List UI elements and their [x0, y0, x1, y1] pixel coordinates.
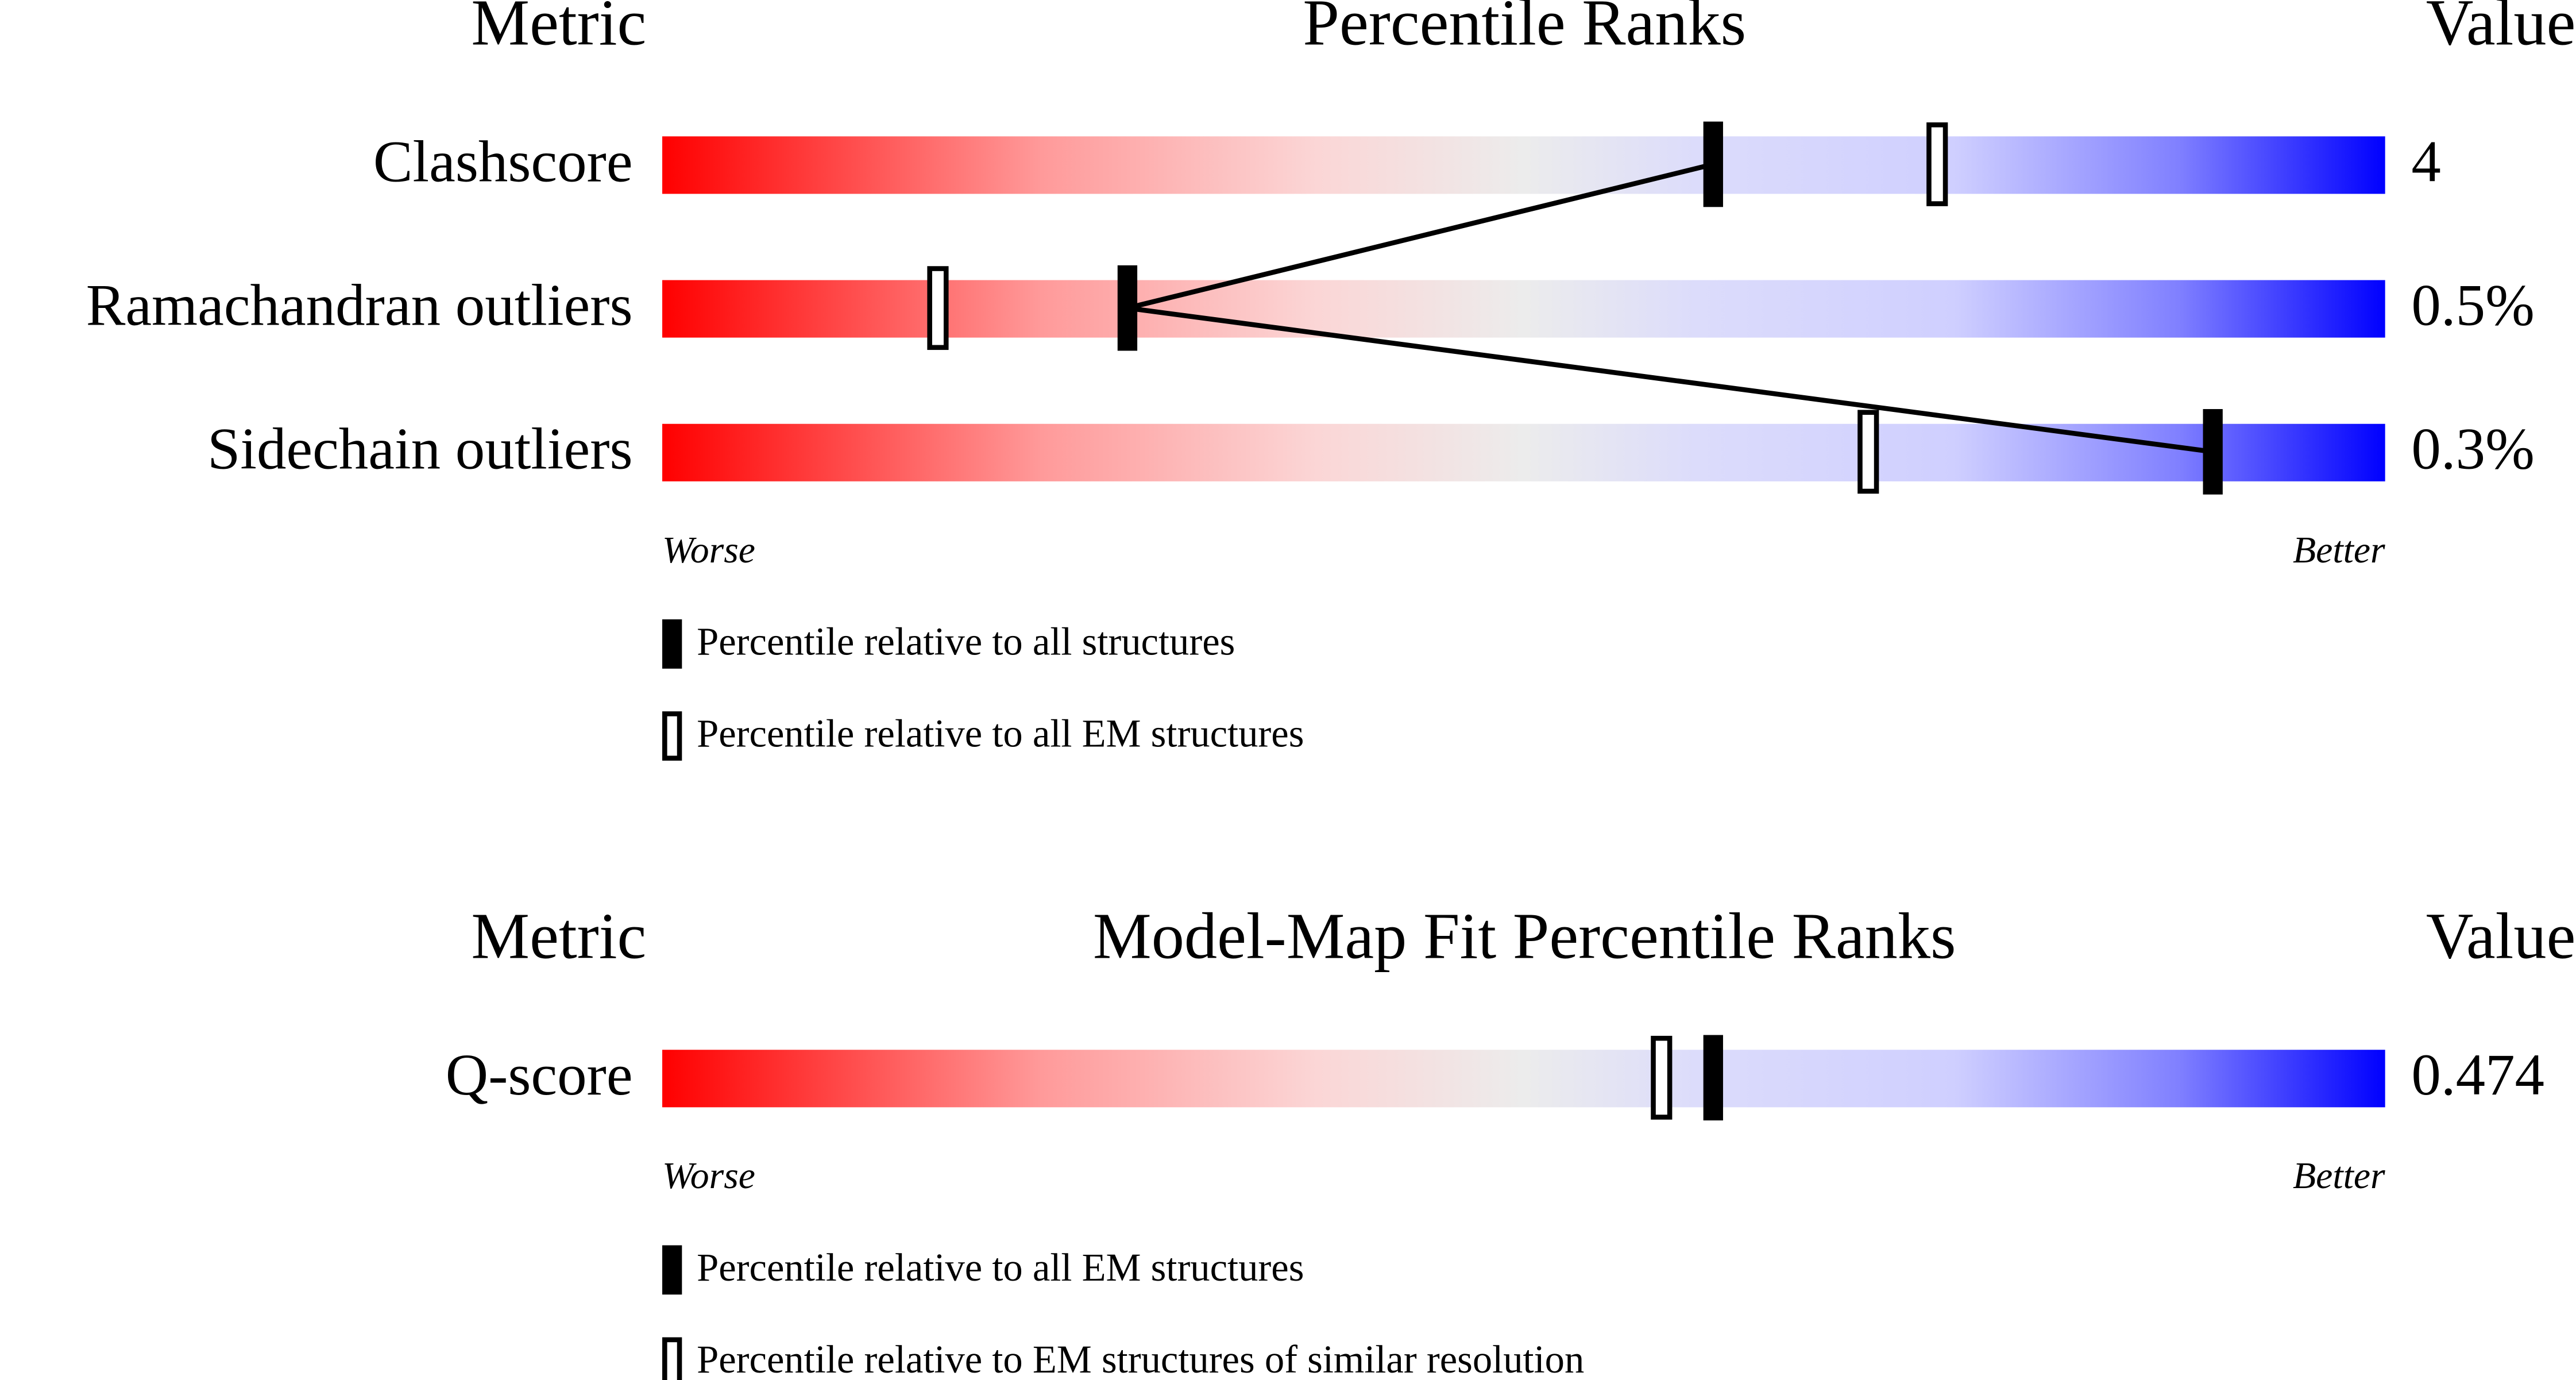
legend-label: Percentile relative to EM structures of …	[697, 1337, 1584, 1380]
metric-header: Metric	[471, 0, 646, 59]
metric-value: 4	[2411, 129, 2440, 194]
percentile-bar	[662, 1050, 2385, 1108]
metric-label: Clashscore	[373, 129, 633, 194]
percentile-marker-outline	[1857, 410, 1879, 494]
percentile-marker-outline	[1926, 122, 1948, 206]
better-label: Better	[2293, 529, 2385, 571]
chart-title: Model-Map Fit Percentile Ranks	[1093, 900, 1956, 973]
percentile-marker-outline	[927, 266, 949, 350]
percentile-bar	[662, 423, 2385, 481]
metric-label: Ramachandran outliers	[86, 273, 633, 338]
metric-label: Sidechain outliers	[207, 417, 632, 482]
percentile-marker-filled	[2203, 409, 2223, 495]
metric-value: 0.5%	[2411, 273, 2534, 338]
percentile-marker-filled	[1703, 1035, 1723, 1121]
legend-swatch-filled	[662, 619, 682, 669]
metric-value: 0.3%	[2411, 417, 2534, 482]
chart-title: Percentile Ranks	[1303, 0, 1746, 59]
worse-label: Worse	[662, 1155, 755, 1197]
legend-swatch-outline	[662, 711, 682, 761]
legend-swatch-outline	[662, 1337, 682, 1380]
percentile-bar	[662, 136, 2385, 194]
metric-value: 0.474	[2411, 1042, 2544, 1108]
percentile-marker-filled	[1117, 265, 1138, 351]
percentile-marker-filled	[1703, 121, 1723, 207]
value-header: Value	[2426, 0, 2575, 59]
legend-swatch-filled	[662, 1245, 682, 1295]
legend-label: Percentile relative to all EM structures	[697, 712, 1304, 755]
metric-label: Q-score	[446, 1042, 633, 1108]
metric-header: Metric	[471, 900, 646, 973]
value-header: Value	[2426, 900, 2575, 973]
percentile-marker-outline	[1651, 1035, 1673, 1120]
legend-label: Percentile relative to all EM structures	[697, 1246, 1304, 1289]
better-label: Better	[2293, 1155, 2385, 1197]
worse-label: Worse	[662, 529, 755, 571]
legend-label: Percentile relative to all structures	[697, 620, 1235, 664]
percentile-bar	[662, 280, 2385, 338]
